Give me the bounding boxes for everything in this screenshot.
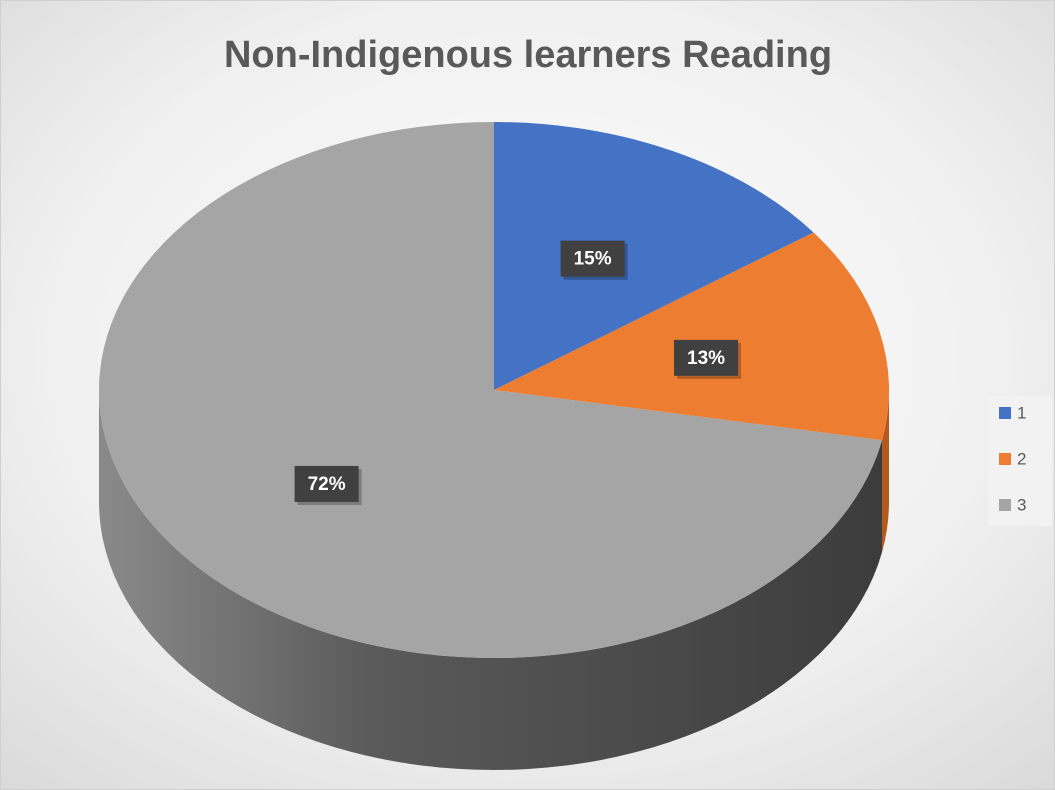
data-label: 72%: [308, 474, 346, 495]
data-label: 13%: [687, 348, 725, 369]
pie-slice: [494, 122, 814, 390]
data-label: 15%: [574, 249, 612, 270]
chart-title: Non-Indigenous learners Reading: [224, 34, 832, 76]
legend-swatch: [999, 453, 1011, 465]
legend-label: 3: [1017, 495, 1026, 514]
legend-label: 1: [1017, 403, 1026, 422]
pie-slice: [98, 122, 883, 658]
legend-swatch: [999, 407, 1011, 419]
pie-slice: [494, 232, 889, 441]
slice-side: [99, 390, 883, 771]
data-label-box: [560, 240, 625, 277]
slice-side: [882, 390, 889, 553]
legend-box: [988, 396, 1052, 526]
legend-label: 2: [1017, 449, 1026, 468]
legend-swatch: [999, 499, 1011, 511]
data-label-box: [294, 465, 359, 502]
data-label-box: [674, 339, 739, 376]
